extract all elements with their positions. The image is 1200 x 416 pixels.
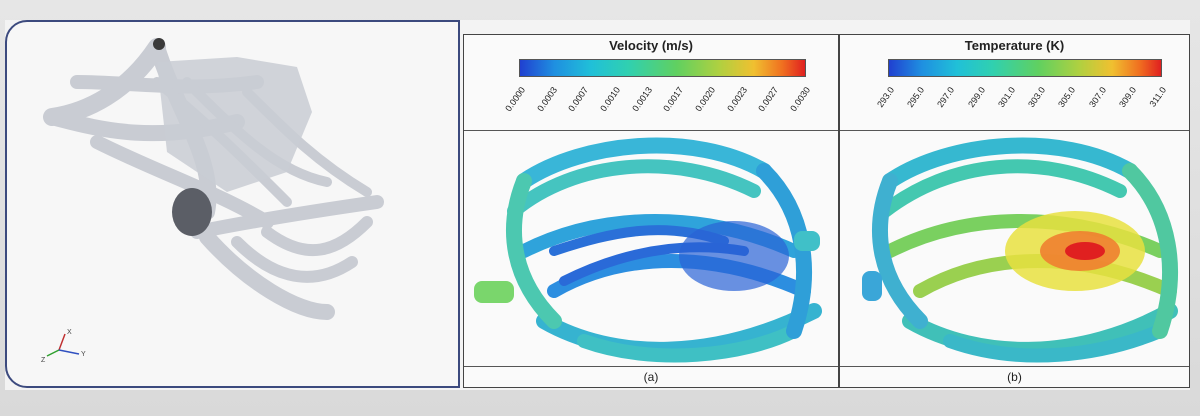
caption-a: (a) [464, 366, 838, 387]
temperature-colorbar [888, 59, 1162, 77]
velocity-tick-label: 0.0023 [724, 85, 749, 114]
velocity-colorbar [519, 59, 806, 77]
temperature-title: Temperature (K) [964, 38, 1065, 53]
temperature-tick-label: 295.0 [905, 85, 927, 110]
velocity-tick-label: 0.0017 [661, 85, 686, 114]
temperature-tick-label: 307.0 [1086, 85, 1108, 110]
axis-triad: X Y Z [39, 322, 99, 367]
geometry-render [43, 38, 384, 320]
velocity-tick-label: 0.0010 [598, 85, 623, 114]
axis-y-label: Y [81, 351, 86, 358]
temperature-colorbar-header: Temperature (K) 293.0 295.0 297.0 299.0 301.… [840, 35, 1189, 131]
velocity-tick-label: 0.0027 [756, 85, 781, 114]
velocity-tick-label: 0.0003 [534, 85, 559, 114]
velocity-tick-label: 0.0030 [788, 85, 813, 114]
axis-z-label: Z [41, 357, 46, 364]
axis-x-label: X [67, 329, 72, 336]
velocity-tick-label: 0.0000 [503, 85, 528, 114]
velocity-colorbar-header: Velocity (m/s) 0.0000 0.0003 0.0007 0.0010 0… [464, 35, 838, 131]
velocity-panel: Velocity (m/s) 0.0000 0.0003 0.0007 0.0010 0… [463, 34, 839, 388]
caption-b: (b) [840, 366, 1189, 387]
temperature-tick-labels: 293.0 295.0 297.0 299.0 301.0 303.0 305.0 307.0… [840, 79, 1189, 127]
figure: X Y Z Velocity (m/s) 0.0000 0.0003 0.0007 0… [5, 20, 1190, 390]
temperature-tick-label: 297.0 [935, 85, 957, 110]
temperature-tick-label: 303.0 [1026, 85, 1048, 110]
temperature-tick-label: 301.0 [995, 85, 1018, 110]
velocity-title: Velocity (m/s) [609, 38, 693, 53]
temperature-plot [840, 131, 1189, 367]
temperature-panel: Temperature (K) 293.0 295.0 297.0 299.0 301.… [839, 34, 1190, 388]
geometry-panel: X Y Z [5, 20, 460, 388]
velocity-tick-label: 0.0020 [693, 85, 718, 114]
temperature-field [862, 137, 1178, 363]
velocity-tick-label: 0.0013 [629, 85, 654, 114]
temperature-tick-label: 311.0 [1147, 85, 1169, 109]
velocity-plot [464, 131, 838, 367]
velocity-tick-labels: 0.0000 0.0003 0.0007 0.0010 0.0013 0.0017 0.00… [464, 79, 838, 127]
velocity-field [474, 137, 822, 363]
velocity-tick-label: 0.0007 [566, 85, 591, 114]
temperature-tick-label: 299.0 [965, 85, 987, 110]
temperature-tick-label: 309.0 [1116, 85, 1138, 110]
temperature-tick-label: 293.0 [875, 85, 897, 110]
temperature-tick-label: 305.0 [1056, 85, 1078, 110]
